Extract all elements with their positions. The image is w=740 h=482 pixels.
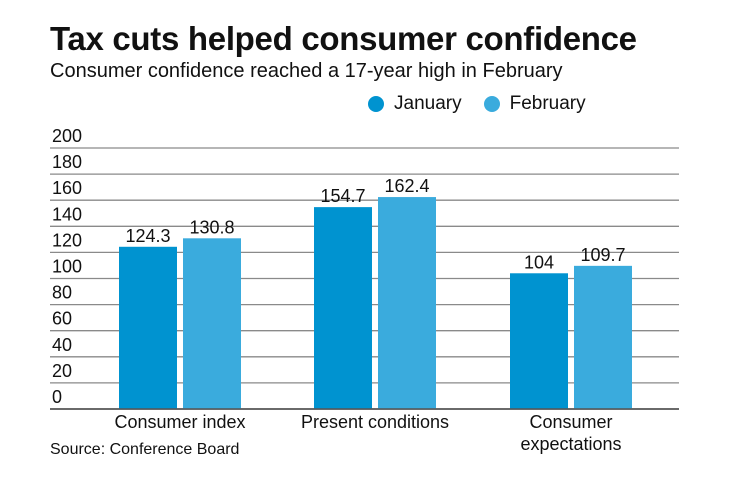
legend-item-january: January (368, 93, 462, 115)
x-tick-label: Present conditions (301, 412, 449, 432)
data-label: 162.4 (384, 176, 429, 196)
legend-label-february: February (509, 93, 586, 114)
data-label: 109.7 (580, 245, 625, 265)
bar-february (574, 265, 632, 409)
legend-item-february: February (483, 93, 586, 115)
x-tick-label: Consumer (529, 412, 612, 432)
y-tick-label: 100 (52, 257, 82, 277)
source-note: Source: Conference Board (50, 441, 240, 458)
bar-february (378, 197, 436, 409)
y-tick-label: 180 (52, 152, 82, 172)
y-tick-label: 140 (52, 204, 82, 224)
y-tick-label: 40 (52, 335, 72, 355)
bar-january (119, 246, 177, 409)
legend-label-january: January (394, 93, 462, 114)
data-label: 104 (524, 252, 554, 272)
legend-swatch-january (368, 96, 384, 112)
data-label: 154.7 (320, 186, 365, 206)
chart-title: Tax cuts helped consumer confidence (50, 20, 637, 57)
x-tick-label: Consumer index (114, 412, 245, 432)
legend-swatch-february (483, 96, 500, 112)
x-tick-label: expectations (520, 434, 621, 454)
data-label: 124.3 (125, 226, 170, 246)
data-label: 130.8 (189, 217, 234, 237)
y-tick-label: 120 (52, 230, 82, 250)
y-tick-label: 200 (52, 126, 82, 146)
legend: January February (368, 93, 586, 115)
y-tick-label: 80 (52, 283, 72, 303)
bar-january (510, 273, 568, 409)
chart-subtitle: Consumer confidence reached a 17-year hi… (50, 60, 563, 82)
bar-february (183, 238, 241, 409)
y-tick-label: 160 (52, 178, 82, 198)
y-tick-label: 20 (52, 361, 72, 381)
y-tick-label: 0 (52, 387, 62, 407)
y-tick-label: 60 (52, 309, 72, 329)
bar-january (314, 207, 372, 409)
